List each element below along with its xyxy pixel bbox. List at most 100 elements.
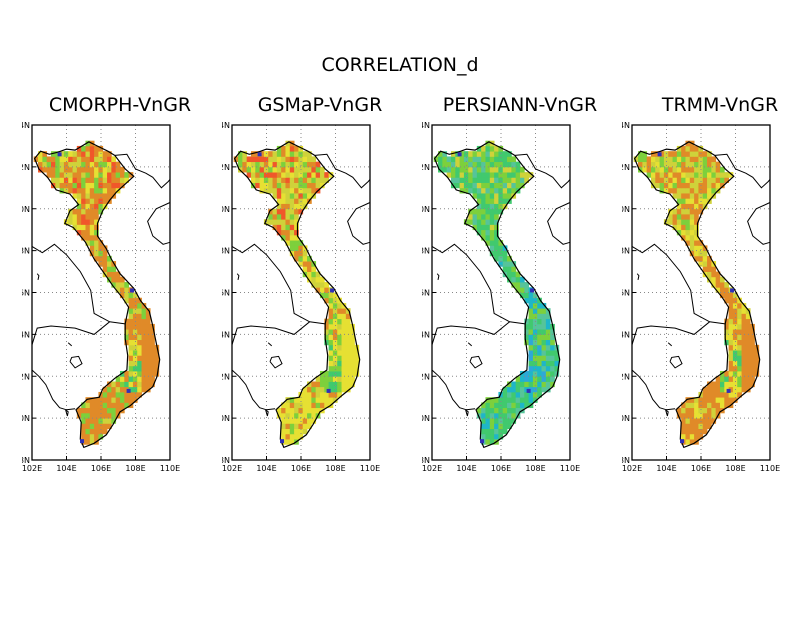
grid-cell: [319, 182, 325, 189]
grid-cell: [302, 245, 308, 252]
grid-cell: [676, 177, 682, 183]
grid-cell: [689, 229, 695, 236]
grid-cell: [281, 198, 286, 204]
grid-cell: [85, 140, 91, 147]
grid-cell: [332, 365, 338, 372]
grid-cell: [350, 365, 355, 372]
grid-cell: [685, 156, 691, 163]
grid-cell: [150, 334, 155, 341]
grid-cell: [707, 423, 712, 429]
grid-cell: [745, 308, 751, 314]
grid-cell: [681, 213, 686, 220]
grid-cell: [694, 229, 699, 236]
grid-cell: [676, 229, 682, 236]
grid-cell: [115, 276, 121, 283]
grid-cell: [272, 177, 278, 183]
grid-cell: [707, 412, 712, 419]
grid-cell: [685, 433, 691, 440]
lake-island-outline: [236, 273, 240, 281]
grid-cell: [672, 172, 678, 178]
grid-cell: [655, 182, 660, 189]
grid-cell: [741, 360, 747, 367]
grid-cell: [541, 381, 547, 388]
grid-cell: [302, 407, 308, 414]
grid-cell: [81, 407, 86, 414]
grid-cell: [638, 151, 643, 157]
grid-cell: [528, 318, 534, 325]
grid-cell: [345, 365, 351, 372]
grid-cell: [676, 224, 682, 231]
grid-cell: [698, 172, 704, 178]
grid-cell: [468, 166, 473, 173]
grid-cell: [307, 412, 312, 419]
grid-cell: [489, 240, 495, 246]
grid-cell: [337, 339, 342, 346]
correlation-cells: [633, 140, 760, 445]
grid-cell: [472, 213, 478, 220]
grid-cell: [242, 156, 248, 163]
grid-cell: [294, 397, 299, 403]
grid-cell: [324, 323, 329, 330]
grid-cell: [102, 428, 108, 435]
grid-cell: [481, 433, 486, 440]
grid-cell: [350, 376, 355, 382]
grid-cell: [341, 323, 347, 330]
grid-cell: [307, 276, 312, 283]
grid-cell: [485, 229, 491, 236]
grid-cell: [489, 203, 495, 210]
grid-cell: [689, 182, 695, 189]
axis-ticks: 102E104E106E108E110E8N10N12N14N16N18N20N…: [422, 121, 580, 473]
grid-cell: [115, 402, 121, 409]
grid-cell: [341, 329, 347, 335]
grid-cell: [672, 213, 678, 220]
panel-title: PERSIANN-VnGR: [442, 94, 598, 116]
grid-cell: [737, 339, 742, 346]
grid-cell: [315, 271, 321, 278]
grid-cell: [485, 224, 491, 231]
country-border: [31, 369, 76, 411]
grid-cell: [107, 391, 112, 398]
grid-cell: [328, 344, 334, 351]
grid-cell: [681, 433, 686, 440]
grid-cell: [111, 172, 117, 178]
grid-cell: [89, 234, 95, 241]
grid-cell: [754, 355, 760, 361]
grid-cell: [481, 402, 486, 409]
grid-cell: [659, 166, 665, 173]
grid-cell: [38, 156, 43, 163]
grid-cell: [507, 397, 512, 403]
grid-cell: [711, 402, 717, 409]
grid-cell: [350, 360, 355, 367]
grid-cell: [485, 423, 491, 429]
grid-cell: [732, 397, 738, 403]
grid-cell: [272, 193, 278, 199]
grid-cell: [694, 151, 699, 157]
grid-cell: [515, 282, 521, 288]
grid-cell: [85, 229, 91, 236]
grid-cell: [119, 402, 125, 409]
grid-cell: [289, 182, 295, 189]
grid-cell: [298, 208, 304, 215]
grid-cell: [89, 245, 95, 252]
y-tick-label: 22N: [422, 163, 430, 172]
grid-cell: [463, 156, 469, 163]
grid-cell: [455, 177, 460, 183]
grid-cell: [663, 219, 669, 225]
grid-cell: [442, 151, 448, 157]
grid-cell: [132, 350, 138, 356]
grid-cell: [642, 166, 648, 173]
grid-cell: [650, 177, 656, 183]
grid-cell: [707, 156, 712, 163]
grid-cell: [298, 187, 304, 194]
grid-cell: [319, 292, 325, 299]
grid-cell: [132, 360, 138, 367]
grid-cell: [719, 287, 725, 293]
grid-cell: [633, 156, 639, 163]
grid-cell: [741, 365, 747, 372]
map-panel: 102E104E106E108E110E8N10N12N14N16N18N20N…: [422, 90, 618, 482]
grid-cell: [89, 177, 95, 183]
grid-cell: [489, 224, 495, 231]
grid-cell: [119, 182, 125, 189]
grid-cell: [707, 391, 712, 398]
grid-cell: [511, 397, 517, 403]
